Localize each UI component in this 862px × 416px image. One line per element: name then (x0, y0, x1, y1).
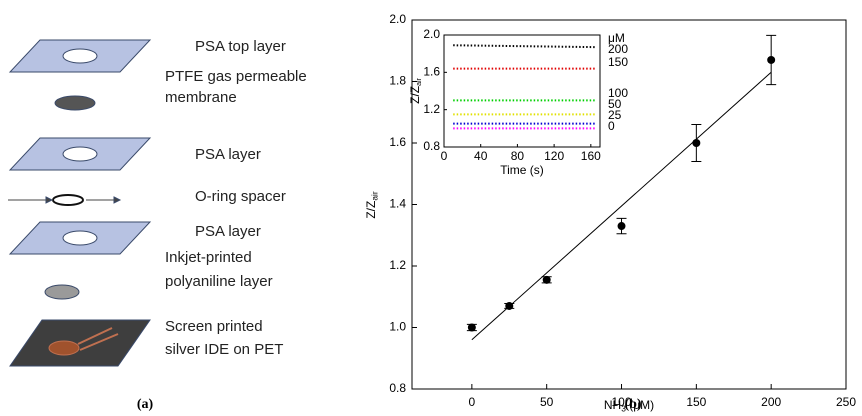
caption: (b) (624, 397, 641, 412)
point (505, 301, 514, 310)
x-tick-label: 150 (686, 395, 706, 409)
series-line (453, 44, 596, 49)
arrow-head (113, 196, 122, 204)
y-tick-label: 1.2 (389, 258, 406, 272)
x-tick-label: 100 (612, 395, 632, 409)
y-tick-label: 1.6 (423, 65, 440, 79)
x-tick-label: 200 (761, 395, 781, 409)
y-tick-label: 1.6 (389, 135, 406, 149)
layer-label: PSA top layer (195, 38, 286, 55)
legend-label: 100 (608, 86, 628, 100)
hole (62, 230, 98, 246)
y-tick-label: 0.8 (423, 139, 440, 153)
arrow-head (45, 196, 54, 204)
layer-label: Inkjet-printed (165, 249, 252, 266)
x-tick-label: 120 (544, 149, 564, 163)
o-ring (52, 194, 84, 206)
ide (48, 340, 80, 356)
layer-label: polyaniline layer (165, 273, 273, 290)
x-tick-label: 50 (540, 395, 554, 409)
membrane (54, 95, 96, 111)
y-tick-label: 1.2 (423, 102, 440, 116)
axis-label-text: Z/Z (408, 86, 422, 104)
inset-frame (443, 34, 601, 148)
x-tick-label: 0 (469, 395, 476, 409)
y-tick-label: 0.8 (389, 381, 406, 395)
hole (62, 146, 98, 162)
legend-title: μM (608, 31, 625, 45)
layer-label: O-ring spacer (195, 188, 286, 205)
point (542, 275, 551, 284)
fit-line (471, 71, 772, 341)
axis-label: NH3 (μM) (604, 398, 654, 414)
axis-label: Z/Zair (364, 191, 380, 219)
point (692, 139, 701, 147)
legend-label: 0 (608, 119, 615, 133)
ide-lead (77, 327, 119, 351)
x-tick-label: 80 (511, 149, 525, 163)
polyaniline (44, 284, 80, 300)
legend-label: 25 (608, 108, 622, 122)
point (767, 55, 776, 64)
axis-label: Time (s) (500, 163, 544, 177)
axis-label-sub: 3 (621, 404, 626, 414)
axis-label-text: NH (604, 398, 621, 412)
axis-label: Z/Zair (408, 77, 423, 103)
y-tick-label: 1.0 (389, 320, 406, 334)
axis-label-sub: air (370, 191, 380, 201)
legend-label: 50 (608, 97, 622, 111)
layer-stack (8, 39, 152, 367)
legend-label: 150 (608, 55, 628, 69)
caption: (a) (137, 397, 154, 412)
y-tick-label: 1.4 (389, 197, 406, 211)
x-tick-label: 0 (441, 149, 448, 163)
legend-label: 200 (608, 42, 628, 56)
y-tick-label: 1.8 (389, 74, 406, 88)
y-tick-label: 2.0 (389, 12, 406, 26)
x-tick-label: 160 (581, 149, 601, 163)
layer-label: membrane (165, 89, 237, 106)
axis-label-sub: air (416, 77, 423, 85)
layer-label: Screen printed (165, 318, 263, 335)
layer-label: PSA layer (195, 223, 261, 240)
axis-label-text: Z/Z (364, 201, 378, 219)
layer-label: PTFE gas permeable (165, 68, 307, 85)
axis-label-text: (μM) (626, 398, 654, 412)
point (467, 323, 476, 332)
point (617, 222, 626, 231)
hole (62, 48, 98, 64)
layer-label: silver IDE on PET (165, 341, 283, 358)
x-tick-label: 250 (836, 395, 856, 409)
y-tick-label: 2.0 (423, 27, 440, 41)
x-tick-label: 40 (474, 149, 488, 163)
layer-label: PSA layer (195, 146, 261, 163)
